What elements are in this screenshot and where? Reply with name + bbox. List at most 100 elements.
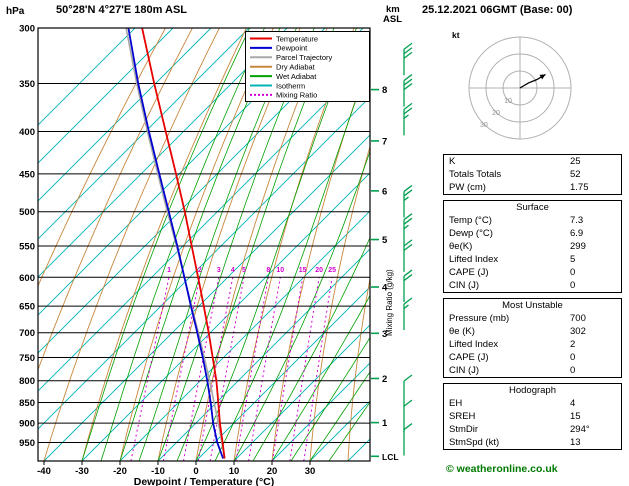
stats-value: 0 bbox=[570, 365, 576, 376]
legend-label: Temperature bbox=[276, 34, 318, 43]
stats-value: 2 bbox=[570, 339, 576, 350]
mixing-ratio-tick-label: 5 bbox=[242, 267, 246, 274]
stats-value: 302 bbox=[570, 326, 586, 337]
stats-value: 294° bbox=[570, 424, 590, 435]
stats-label: K bbox=[449, 156, 456, 167]
legend-label: Dewpoint bbox=[276, 44, 308, 53]
stats-value: 0 bbox=[570, 280, 576, 291]
stats-value: 0 bbox=[570, 267, 576, 278]
stats-row: StmSpd (kt) 13 bbox=[444, 436, 621, 449]
km-tick-label: 4 bbox=[382, 283, 388, 294]
temp-tick-label: 10 bbox=[229, 466, 240, 477]
stats-section: K 25 Totals Totals 52 PW (cm) 1.75 bbox=[443, 154, 622, 195]
stats-row: θe (K) 302 bbox=[444, 325, 621, 338]
mixing-ratio-tick-label: 8 bbox=[266, 267, 270, 274]
wind-barbs bbox=[403, 42, 413, 456]
mixing-ratio-tick-label: 4 bbox=[231, 267, 235, 274]
stats-label: CAPE (J) bbox=[449, 267, 489, 278]
stats-label: EH bbox=[449, 398, 463, 409]
plot-border bbox=[37, 27, 371, 462]
stats-panel: K 25 Totals Totals 52 PW (cm) 1.75 Surface Temp… bbox=[443, 154, 622, 455]
pressure-tick-label: 500 bbox=[19, 207, 35, 218]
pressure-tick-label: 350 bbox=[19, 79, 35, 90]
legend-label: Isotherm bbox=[276, 81, 305, 90]
dewpoint-curve bbox=[127, 28, 224, 459]
stats-label: CAPE (J) bbox=[449, 352, 489, 363]
pressure-tick-label: 900 bbox=[19, 419, 35, 430]
hodo-unit-label: kt bbox=[452, 30, 460, 40]
stats-row: Lifted Index 2 bbox=[444, 338, 621, 351]
pressure-tick-label: 650 bbox=[19, 302, 35, 313]
stats-section: Most Unstable Pressure (mb) 700 θe (K) 302 Li… bbox=[443, 298, 622, 378]
stats-value: 25 bbox=[570, 156, 581, 167]
pressure-tick-label: 850 bbox=[19, 398, 35, 409]
copyright-text: © weatheronline.co.uk bbox=[446, 463, 558, 475]
altitude-unit-label: km bbox=[386, 4, 400, 15]
km-tick-label: 5 bbox=[382, 235, 388, 246]
mixing-ratio-tick-label: 20 bbox=[315, 267, 323, 274]
stats-label: Lifted Index bbox=[449, 339, 499, 350]
km-tick-label: 7 bbox=[382, 136, 387, 147]
stats-row: K 25 bbox=[444, 155, 621, 168]
km-tick-label: 6 bbox=[382, 186, 387, 197]
station-title: 50°28'N 4°27'E 180m ASL bbox=[56, 4, 188, 16]
lcl-label: LCL bbox=[382, 452, 399, 462]
pressure-tick-label: 750 bbox=[19, 353, 35, 364]
km-tick-label: 8 bbox=[382, 85, 387, 96]
hodo-ring-label: 10 bbox=[504, 98, 512, 105]
pressure-tick-label: 800 bbox=[19, 376, 35, 387]
legend-label: Parcel Trajectory bbox=[276, 53, 333, 62]
stats-label: StmSpd (kt) bbox=[449, 437, 500, 448]
stats-row: Totals Totals 52 bbox=[444, 168, 621, 181]
temp-tick-label: -30 bbox=[75, 466, 89, 477]
x-axis-title: Dewpoint / Temperature (°C) bbox=[134, 476, 275, 486]
stats-label: θe(K) bbox=[449, 241, 473, 252]
stats-value: 0 bbox=[570, 352, 576, 363]
datetime-title: 25.12.2021 06GMT (Base: 00) bbox=[422, 4, 573, 16]
legend-label: Dry Adiabat bbox=[276, 63, 316, 72]
km-tick-label: 1 bbox=[382, 418, 388, 429]
stats-row: Temp (°C) 7.3 bbox=[444, 214, 621, 227]
mixing-ratio-tick-label: 25 bbox=[328, 267, 336, 274]
stats-label: Pressure (mb) bbox=[449, 313, 510, 324]
hodo-ring bbox=[468, 36, 572, 140]
mixing-ratio-tick-label: 10 bbox=[276, 267, 284, 274]
hodo-trace-arrowhead bbox=[539, 74, 546, 80]
mixing-ratio-tick-label: 3 bbox=[217, 267, 221, 274]
stats-row: Pressure (mb) 700 bbox=[444, 312, 621, 325]
pressure-tick-label: 400 bbox=[19, 127, 35, 138]
stats-value: 4 bbox=[570, 398, 576, 409]
temp-tick-label: -20 bbox=[113, 466, 127, 477]
stats-label: StmDir bbox=[449, 424, 479, 435]
stats-label: Lifted Index bbox=[449, 254, 499, 265]
temp-tick-label: -10 bbox=[151, 466, 165, 477]
stats-value: 7.3 bbox=[570, 215, 584, 226]
stats-value: 1.75 bbox=[570, 182, 589, 193]
stats-row: θe(K) 299 bbox=[444, 240, 621, 253]
stats-row: Dewp (°C) 6.9 bbox=[444, 227, 621, 240]
stats-row: Lifted Index 5 bbox=[444, 253, 621, 266]
pressure-tick-label: 950 bbox=[19, 438, 35, 449]
temp-tick-label: -40 bbox=[37, 466, 51, 477]
pressure-tick-label: 550 bbox=[19, 241, 35, 252]
hodo-ring-label: 20 bbox=[492, 110, 500, 117]
stats-row: StmDir 294° bbox=[444, 423, 621, 436]
stats-row: CAPE (J) 0 bbox=[444, 351, 621, 364]
legend-label: Mixing Ratio bbox=[276, 91, 317, 100]
pressure-gridlines bbox=[38, 27, 370, 444]
stats-value: 700 bbox=[570, 313, 586, 324]
pressure-tick-label: 300 bbox=[19, 24, 35, 35]
temp-tick-label: 20 bbox=[267, 466, 278, 477]
stats-label: Totals Totals bbox=[449, 169, 502, 180]
hodo-ring-label: 30 bbox=[480, 122, 488, 129]
stats-label: SREH bbox=[449, 411, 476, 422]
stats-label: θe (K) bbox=[449, 326, 475, 337]
pressure-tick-label: 450 bbox=[19, 169, 35, 180]
altitude-unit-label2: ASL bbox=[383, 14, 402, 25]
stats-value: 15 bbox=[570, 411, 581, 422]
stats-value: 299 bbox=[570, 241, 586, 252]
stats-section: Hodograph EH 4 SREH 15 StmDir 294° StmSpd (kt) 1… bbox=[443, 383, 622, 450]
stats-section: Surface Temp (°C) 7.3 Dewp (°C) 6.9 θe(K) 299 L… bbox=[443, 200, 622, 293]
